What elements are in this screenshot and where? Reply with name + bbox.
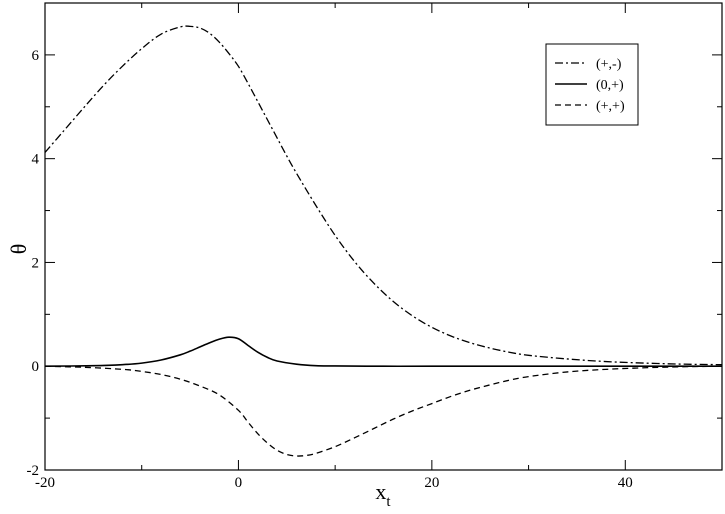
series-line-0: [44, 25, 723, 366]
y-tick-label: 6: [32, 48, 40, 64]
legend: (+,-) (0,+) (+,+): [545, 43, 639, 126]
y-tick-label: 0: [32, 359, 40, 375]
series-line-1: [44, 336, 722, 368]
x-tick-label: -20: [35, 475, 55, 491]
x-tick-label: 0: [235, 475, 243, 491]
x-tick-label: 40: [618, 475, 633, 491]
legend-label-2: (+,+): [596, 99, 625, 114]
x-tick-label: 20: [424, 475, 439, 491]
x-axis-title: xt: [375, 479, 391, 510]
plot-frame: [44, 2, 723, 471]
series-line-2: [44, 365, 723, 457]
x-axis-title-main: x: [375, 479, 386, 504]
y-tick-label: 2: [32, 255, 40, 271]
series-layer: [44, 25, 723, 457]
legend-label-0: (+,-): [596, 57, 622, 72]
y-tick-label: -2: [27, 463, 40, 479]
y-tick-label: 4: [32, 152, 40, 168]
legend-label-1: (0,+): [596, 78, 624, 93]
y-axis-title: θ: [6, 244, 31, 255]
x-axis-title-subscript: t: [386, 494, 391, 510]
